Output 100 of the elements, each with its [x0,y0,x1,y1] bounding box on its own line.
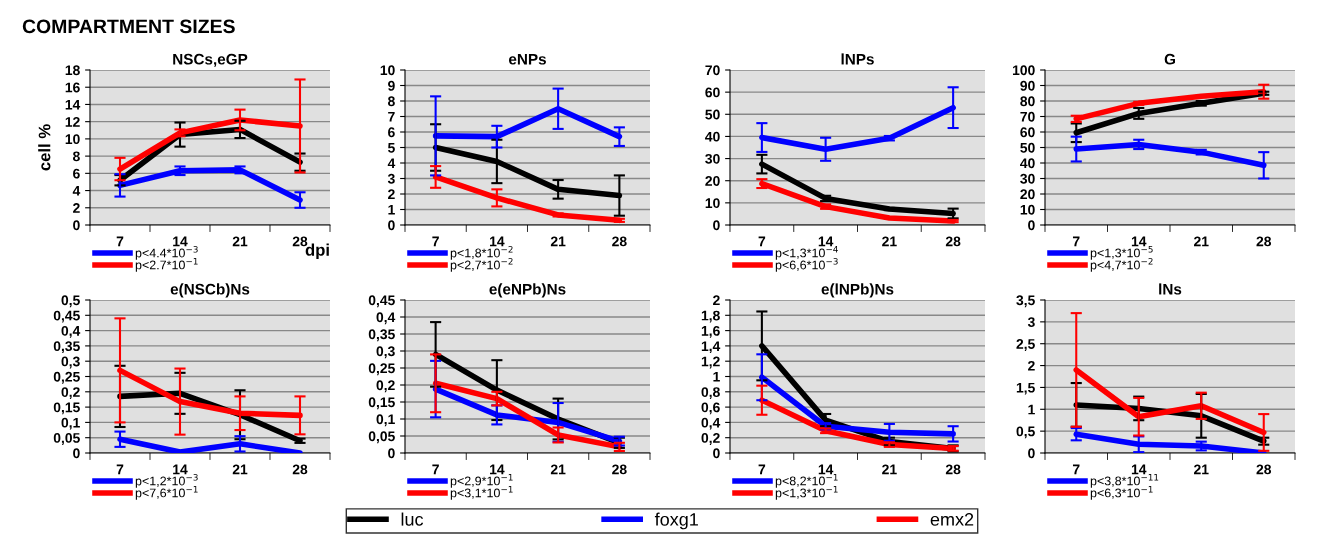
y-tick-label: 20 [1020,189,1035,200]
y-tick-label: 8 [72,151,80,162]
chart-title: lNPs [841,53,874,65]
x-tick-label: 28 [945,464,961,475]
y-tick-label: 60 [1020,127,1035,138]
text: COMPARTMENT SIZES [22,19,235,34]
y-tick-label: 100 [1012,65,1035,76]
x-tick-label: 28 [292,464,308,475]
x-tick-label: 21 [550,236,566,247]
x-tick-label: 14 [490,236,505,247]
y-axis-title: cell % [38,124,51,171]
x-tick-label: 28 [612,464,627,475]
y-tick-label: 2 [1028,360,1035,371]
x-tick-label: 21 [550,464,566,475]
y-tick-label: 0,3 [376,346,395,359]
x-tick-label: 21 [882,236,897,247]
y-tick-label: 0,5 [61,295,80,308]
y-tick-label: 1,8 [701,310,720,323]
y-tick-label: 0,35 [53,341,80,354]
x-tick-label: 14 [1131,464,1147,475]
y-tick-label: 2,5 [1016,339,1035,351]
x-tick-label: 21 [232,464,248,475]
y-tick-label: 14 [65,99,81,110]
y-tick-label: 0,2 [61,387,80,399]
x-tick-label: 14 [173,236,188,247]
y-tick-label: 1 [388,204,395,215]
chart-title: eNPs [508,53,546,65]
x-tick-label: 7 [1072,464,1080,475]
y-tick-label: 0,4 [376,312,396,325]
y-tick-label: 1,6 [701,325,720,338]
chart-title: NSCs,eGP [173,53,248,67]
y-tick-label: 0,45 [53,310,80,323]
x-tick-label: 7 [432,236,439,247]
y-tick-label: 0,3 [61,356,80,369]
y-tick-label: 0,4 [61,325,81,338]
x-tick-label: 28 [612,236,627,247]
y-tick-label: 0,4 [701,417,721,430]
y-tick-label: 0,25 [53,371,80,384]
y-tick-label: 1 [1028,404,1035,415]
y-tick-label: 50 [705,109,720,120]
x-tick-label: 14 [1131,236,1147,247]
y-tick-label: 0,2 [701,433,720,445]
y-tick-label: 20 [705,176,720,186]
y-tick-label: 0,6 [701,402,720,415]
legend-label: emx2 [930,513,974,526]
legend-label: foxg1 [654,512,698,530]
y-tick-label: 0 [388,448,395,459]
y-tick-label: 1,4 [701,341,721,354]
x-tick-label: 7 [116,236,124,247]
y-tick-label: 40 [1020,158,1035,169]
y-tick-label: 2 [388,189,395,200]
x-tick-label: 21 [882,464,897,475]
y-tick-label: 16 [65,82,80,93]
y-tick-label: 0 [388,220,395,231]
y-tick-label: 0 [73,220,80,231]
chart-title: lNs [1159,283,1182,295]
y-tick-label: 3 [387,173,395,184]
y-tick-label: 4 [72,186,81,196]
x-tick-label: 14 [818,464,834,475]
chart-title: e(lNPb)Ns [821,283,894,298]
y-tick-label: 0 [73,448,80,459]
y-tick-label: 70 [1020,111,1035,122]
y-tick-label: 0,1 [61,417,80,430]
y-tick-label: 60 [705,87,720,98]
y-tick-label: 30 [1020,173,1035,184]
y-tick-label: 0,5 [1016,426,1035,439]
y-tick-label: 0,2 [376,380,395,393]
x-tick-label: 28 [1256,236,1272,247]
y-tick-label: 0 [713,448,720,459]
y-tick-label: 0,25 [368,363,395,376]
y-tick-label: 0,8 [701,387,720,399]
x-tick-label: 28 [1256,464,1272,475]
chart-title: G [1164,53,1175,65]
x-tick-label: 28 [945,236,961,247]
y-tick-label: 6 [388,127,395,138]
y-tick-label: 10 [705,198,720,209]
y-tick-label: 0 [1028,448,1035,459]
y-tick-label: 30 [705,153,720,164]
y-tick-label: 80 [1020,96,1035,107]
y-tick-label: 9 [388,80,395,91]
legend-label: luc [401,512,424,526]
y-tick-label: 2 [713,295,720,306]
y-tick-label: 40 [705,131,720,142]
x-tick-label: 21 [232,236,248,247]
y-tick-label: 5 [387,142,395,153]
y-tick-label: 0 [1028,220,1035,231]
y-tick-label: 0,05 [368,431,395,444]
y-tick-label: 0,15 [53,402,80,415]
y-tick-label: 3,5 [1016,295,1035,308]
x-tick-label: 14 [173,464,188,475]
x-tick-label: 14 [490,464,505,475]
y-tick-label: 70 [705,65,720,76]
y-tick-label: 1,5 [1016,382,1035,395]
x-tick-label: 7 [432,464,439,475]
chart-title: e(NSCb)Ns [170,283,250,298]
text: p<2.7*10$^{−1}$ [135,258,198,272]
x-tick-label: 21 [1194,464,1209,475]
y-tick-label: 2 [73,203,80,213]
x-tick-label: 7 [758,464,766,475]
y-tick-label: 4 [387,158,396,169]
